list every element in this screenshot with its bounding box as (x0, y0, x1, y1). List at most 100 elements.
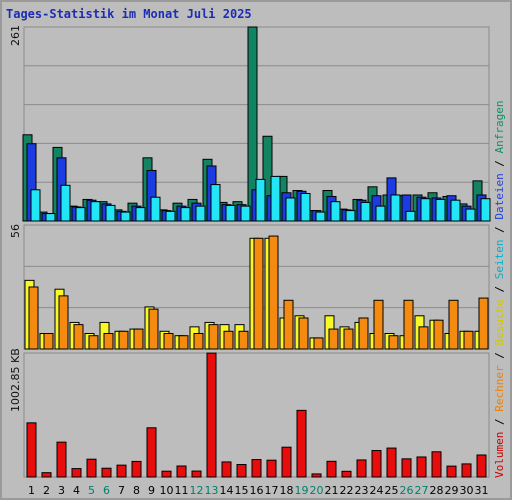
bar-seiten-day-12 (195, 205, 206, 222)
bar-volumen-day-17 (266, 459, 277, 478)
panel-2-area (23, 352, 490, 478)
bar-seiten-day-22 (345, 210, 356, 222)
bar-volumen-day-5 (86, 458, 97, 478)
bar-rechner-day-30 (463, 330, 474, 350)
bar-volumen-day-22 (341, 470, 352, 478)
bar-seiten-day-14 (225, 204, 236, 222)
bar-volumen-day-15 (236, 464, 247, 478)
bar-volumen-day-10 (161, 470, 172, 478)
bar-seiten-day-30 (465, 208, 476, 222)
bar-volumen-day-16 (251, 459, 262, 478)
bar-seiten-day-21 (330, 201, 341, 222)
x-tick-label-day-16: 16 (250, 484, 264, 497)
bar-volumen-day-6 (101, 467, 112, 478)
x-tick-label-day-21: 21 (325, 484, 339, 497)
bar-volumen-day-1 (26, 422, 37, 478)
x-tick-label-day-14: 14 (220, 484, 234, 497)
x-tick-label-day-25: 25 (385, 484, 399, 497)
bar-seiten-day-20 (315, 211, 326, 222)
bar-rechner-day-4 (73, 324, 84, 350)
x-tick-label-day-11: 11 (175, 484, 189, 497)
bar-seiten-day-29 (450, 199, 461, 222)
legend-item-volumen: Volumen (493, 431, 506, 478)
x-tick-label-day-9: 9 (148, 484, 155, 497)
bar-seiten-day-23 (360, 201, 371, 222)
bar-seiten-day-28 (435, 198, 446, 222)
bar-rechner-day-25 (388, 335, 399, 350)
bar-rechner-day-24 (373, 299, 384, 350)
bar-volumen-day-12 (191, 470, 202, 478)
bar-rechner-day-8 (133, 328, 144, 350)
middle-panel-max-label: 56 (9, 224, 22, 238)
bar-volumen-day-13 (206, 352, 217, 478)
bar-volumen-day-25 (386, 447, 397, 478)
bar-seiten-day-10 (165, 210, 176, 222)
bar-seiten-day-16 (255, 178, 266, 222)
bar-rechner-day-10 (163, 333, 174, 350)
x-tick-label-day-3: 3 (58, 484, 65, 497)
x-tick-label-day-31: 31 (475, 484, 489, 497)
bar-volumen-day-30 (461, 463, 472, 478)
bar-rechner-day-22 (343, 328, 354, 350)
bar-volumen-day-8 (131, 460, 142, 478)
x-tick-label-day-8: 8 (133, 484, 140, 497)
bar-seiten-day-7 (120, 211, 131, 222)
bar-volumen-day-9 (146, 427, 157, 478)
bar-volumen-day-27 (416, 456, 427, 478)
bar-rechner-day-14 (223, 330, 234, 350)
bar-seiten-day-13 (210, 184, 221, 222)
bar-volumen-day-26 (401, 458, 412, 478)
bar-rechner-day-1 (28, 286, 39, 350)
bar-rechner-day-13 (208, 324, 219, 350)
x-tick-label-day-27: 27 (415, 484, 429, 497)
bar-volumen-day-24 (371, 450, 382, 478)
bar-seiten-day-17 (270, 175, 281, 222)
bar-rechner-day-28 (433, 319, 444, 350)
bar-rechner-day-29 (448, 299, 459, 350)
x-tick-label-day-5: 5 (88, 484, 95, 497)
bar-rechner-day-26 (403, 299, 414, 350)
bar-rechner-day-15 (238, 330, 249, 350)
x-tick-label-day-24: 24 (370, 484, 384, 497)
bar-rechner-day-7 (118, 330, 129, 350)
x-tick-label-day-17: 17 (265, 484, 279, 497)
bar-rechner-day-17 (268, 235, 279, 350)
bar-rechner-day-16 (253, 237, 264, 350)
bar-volumen-day-2 (41, 472, 52, 478)
bar-volumen-day-21 (326, 460, 337, 478)
bar-rechner-day-5 (88, 335, 99, 350)
bar-rechner-day-6 (103, 333, 114, 350)
x-tick-label-day-15: 15 (235, 484, 249, 497)
bar-seiten-day-15 (240, 205, 251, 222)
bar-volumen-day-3 (56, 441, 67, 478)
bar-volumen-day-29 (446, 465, 457, 478)
bar-volumen-day-23 (356, 459, 367, 478)
x-tick-label-day-13: 13 (205, 484, 219, 497)
bottom-panel-max-label: 1002.85 KB (9, 348, 22, 412)
bar-seiten-day-1 (30, 189, 41, 222)
legend: Volumen / Rechner / Besuche / Seiten / D… (493, 100, 506, 478)
x-tick-label-day-28: 28 (430, 484, 444, 497)
bar-volumen-day-18 (281, 446, 292, 478)
bar-seiten-day-24 (375, 205, 386, 222)
bar-rechner-day-21 (328, 328, 339, 350)
x-tick-label-day-20: 20 (310, 484, 324, 497)
bar-seiten-day-19 (300, 192, 311, 222)
legend-separator: / (493, 345, 506, 366)
bar-volumen-day-31 (476, 454, 487, 478)
x-tick-label-day-26: 26 (400, 484, 414, 497)
bar-rechner-day-31 (478, 297, 489, 350)
x-tick-label-day-1: 1 (28, 484, 35, 497)
bar-seiten-day-5 (90, 201, 101, 222)
legend-item-besuche: Besuche (493, 299, 506, 346)
bar-seiten-day-3 (60, 184, 71, 222)
x-tick-label-day-4: 4 (73, 484, 80, 497)
bar-seiten-day-11 (180, 207, 191, 222)
bar-volumen-day-7 (116, 464, 127, 478)
top-panel-max-label: 261 (9, 25, 22, 46)
legend-item-seiten: Seiten (493, 239, 506, 280)
legend-separator: / (493, 279, 506, 300)
x-tick-label-day-18: 18 (280, 484, 294, 497)
bar-volumen-day-19 (296, 409, 307, 478)
